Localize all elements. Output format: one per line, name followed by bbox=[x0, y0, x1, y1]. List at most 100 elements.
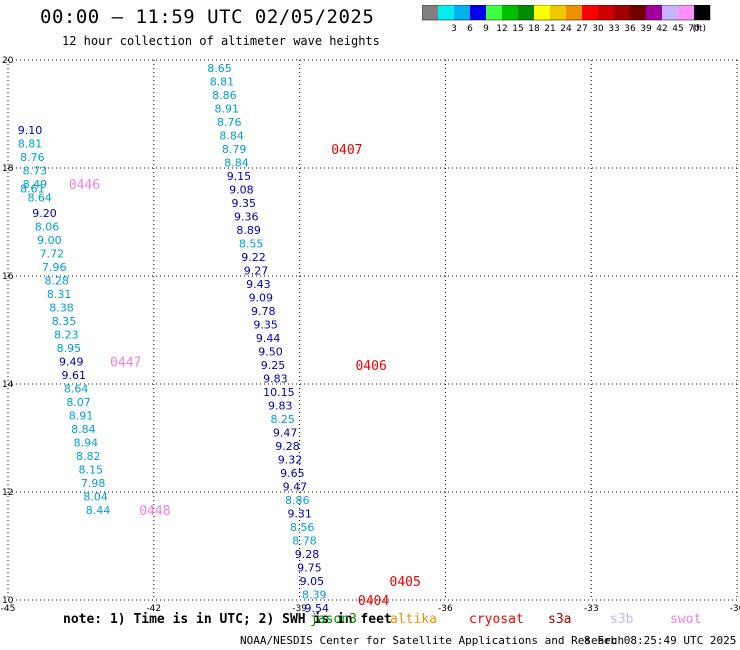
wave-height-value: 9.35 bbox=[232, 197, 257, 210]
lat-tick-label: 18 bbox=[2, 164, 14, 174]
wave-height-value: 9.83 bbox=[268, 400, 293, 413]
wave-height-value: 9.44 bbox=[256, 332, 280, 345]
wave-height-value: 8.82 bbox=[76, 450, 101, 463]
colorbar-swatch bbox=[518, 5, 534, 20]
wave-height-value: 9.10 bbox=[18, 124, 43, 137]
wave-height-value: 7.96 bbox=[42, 261, 67, 274]
wave-height-value: 8.64 bbox=[27, 192, 52, 205]
wave-height-value: 8.25 bbox=[270, 413, 295, 426]
wave-height-value: 8.91 bbox=[215, 103, 240, 116]
wave-height-value: 8.94 bbox=[74, 436, 99, 449]
pass-number-label: 0405 bbox=[390, 575, 421, 590]
colorbar-tick-label: 27 bbox=[576, 24, 587, 34]
lon-tick-label: -39 bbox=[292, 604, 307, 612]
generation-timestamp: 8 Feb 08:25:49 UTC 2025 bbox=[584, 634, 737, 647]
credit-line: NOAA/NESDIS Center for Satellite Applica… bbox=[240, 634, 625, 647]
colorbar-tick-label: 9 bbox=[483, 24, 489, 34]
sat-legend-s3a: s3a bbox=[548, 612, 572, 627]
wave-height-value: 8.86 bbox=[212, 89, 237, 102]
wave-height-value: 8.61 bbox=[20, 183, 45, 196]
wave-height-value: 8.64 bbox=[64, 382, 89, 395]
wave-height-value: 9.83 bbox=[263, 373, 288, 386]
colorbar-tick-label: 30 bbox=[592, 24, 604, 34]
pass-number-label: 0407 bbox=[331, 143, 362, 158]
wave-height-value: 9.78 bbox=[251, 305, 276, 318]
wave-height-value: 8.89 bbox=[236, 224, 260, 237]
wave-height-value: 8.81 bbox=[210, 76, 235, 89]
sat-legend-swot: swot bbox=[670, 612, 702, 627]
colorbar-swatch bbox=[678, 5, 694, 20]
wave-height-value: 8.31 bbox=[47, 288, 72, 301]
wave-height-value: 8.15 bbox=[78, 463, 103, 476]
colorbar-tick-label: 21 bbox=[544, 24, 555, 34]
colorbar-tick-label: 45 bbox=[672, 24, 683, 34]
wave-height-value: 7.98 bbox=[81, 477, 106, 490]
colorbar-swatch bbox=[534, 5, 550, 20]
wave-height-value: 9.36 bbox=[234, 211, 258, 224]
colorbar-swatch bbox=[486, 5, 502, 20]
footnote: note: 1) Time is in UTC; 2) SWH is in fe… bbox=[63, 612, 392, 627]
colorbar-swatch bbox=[694, 5, 710, 20]
wave-height-value: 8.76 bbox=[20, 151, 45, 164]
colorbar-swatch bbox=[550, 5, 566, 20]
colorbar-swatch bbox=[662, 5, 678, 20]
pass-number-label: 0446 bbox=[69, 178, 100, 193]
wave-height-value: 9.65 bbox=[280, 467, 305, 480]
wave-height-value: 8.06 bbox=[35, 220, 60, 233]
lat-tick-label: 16 bbox=[2, 272, 14, 282]
colorbar-tick-label: 3 bbox=[451, 24, 457, 34]
colorbar-tick-label: 33 bbox=[608, 24, 619, 34]
wave-height-value: 8.49 bbox=[23, 178, 48, 191]
wave-height-value: 8.44 bbox=[86, 504, 111, 517]
wave-height-value: 9.05 bbox=[300, 575, 325, 588]
chart-subtitle: 12 hour collection of altimeter wave hei… bbox=[62, 34, 380, 48]
wave-height-value: 8.81 bbox=[18, 138, 43, 151]
wave-height-value: 8.04 bbox=[83, 490, 108, 503]
wave-height-value: 9.47 bbox=[283, 481, 308, 494]
pass-number-label: 0447 bbox=[110, 355, 141, 370]
wave-height-value: 9.00 bbox=[37, 234, 62, 247]
colorbar-tick-label: 42 bbox=[656, 24, 667, 34]
wave-height-value: 9.27 bbox=[244, 265, 269, 278]
wave-height-value: 8.84 bbox=[224, 157, 249, 170]
lon-tick-label: -42 bbox=[146, 604, 161, 612]
colorbar-tick-label: 12 bbox=[496, 24, 507, 34]
wave-height-value: 9.54 bbox=[304, 602, 329, 612]
satellite-legend: jason3 altika cryosat s3a s3b swot bbox=[0, 612, 740, 630]
colorbar-tick-label: 24 bbox=[560, 24, 572, 34]
wave-height-value: 8.84 bbox=[71, 423, 96, 436]
wave-height-value: 9.61 bbox=[61, 369, 86, 382]
sat-legend-altika: altika bbox=[390, 612, 437, 627]
lon-tick-label: -45 bbox=[1, 604, 16, 612]
sat-legend-s3b: s3b bbox=[610, 612, 634, 627]
colorbar-swatch bbox=[614, 5, 630, 20]
wave-height-value: 9.50 bbox=[258, 346, 283, 359]
wave-height-value: 10.15 bbox=[263, 386, 295, 399]
lon-tick-label: -30 bbox=[730, 604, 740, 612]
colorbar-swatch bbox=[502, 5, 518, 20]
colorbar-tick-label: 15 bbox=[512, 24, 523, 34]
wave-height-value: 8.55 bbox=[239, 238, 264, 251]
wave-height-value: 9.25 bbox=[261, 359, 286, 372]
wave-height-value: 9.20 bbox=[32, 207, 57, 220]
wave-height-value: 9.32 bbox=[278, 454, 303, 467]
colorbar-tick-label: 36 bbox=[624, 24, 636, 34]
colorbar-swatch bbox=[598, 5, 614, 20]
wave-height-value: 8.84 bbox=[219, 130, 244, 143]
colorbar-swatch bbox=[470, 5, 486, 20]
wave-height-value: 8.86 bbox=[285, 494, 310, 507]
lat-tick-label: 10 bbox=[2, 596, 14, 606]
colorbar-tick-label: 70 bbox=[688, 24, 700, 34]
wave-height-value: 9.28 bbox=[295, 548, 320, 561]
lat-tick-label: 14 bbox=[2, 380, 14, 390]
chart-title: 00:00 – 11:59 UTC 02/05/2025 bbox=[40, 6, 375, 28]
wave-height-value: 9.28 bbox=[275, 440, 300, 453]
pass-number-label: 0404 bbox=[358, 594, 389, 609]
lat-tick-label: 20 bbox=[2, 56, 14, 66]
wave-height-value: 8.56 bbox=[290, 521, 315, 534]
wave-height-value: 8.35 bbox=[52, 315, 77, 328]
wave-height-value: 8.39 bbox=[302, 589, 327, 602]
wave-height-value: 9.43 bbox=[246, 278, 271, 291]
wave-height-value: 9.15 bbox=[227, 170, 252, 183]
wave-height-value: 9.35 bbox=[253, 319, 278, 332]
